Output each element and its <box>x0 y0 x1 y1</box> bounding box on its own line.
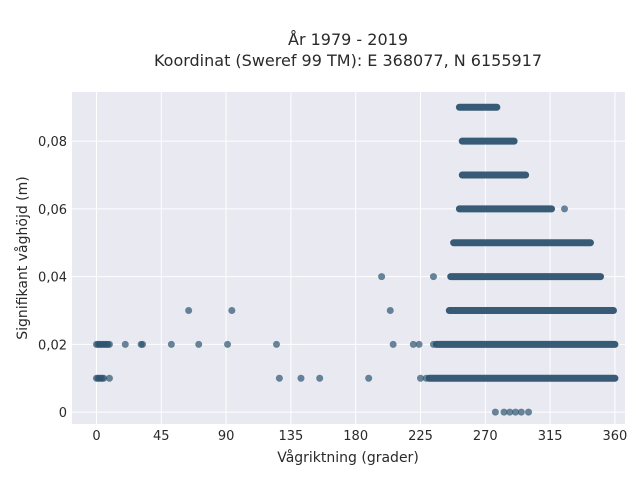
scatter-point <box>386 307 394 315</box>
y-tick-label: 0,06 <box>38 203 67 218</box>
x-tick-labels: 0 45 90 135 180 225 270 315 360 <box>92 429 627 444</box>
x-axis-title: Vågriktning (grader) <box>277 449 419 466</box>
scatter-point <box>378 273 386 281</box>
x-tick-label: 90 <box>218 429 235 444</box>
x-tick-label: 180 <box>343 429 368 444</box>
x-tick-label: 45 <box>153 429 170 444</box>
y-tick-label: 0,02 <box>38 338 67 353</box>
x-tick-label: 270 <box>473 429 498 444</box>
scatter-point <box>121 340 129 348</box>
y-tick-label: 0,08 <box>38 135 67 150</box>
x-tick-label: 225 <box>408 429 433 444</box>
x-tick-label: 360 <box>603 429 628 444</box>
scatter-point <box>297 374 305 382</box>
scatter-point <box>228 307 236 315</box>
scatter-point <box>195 340 203 348</box>
scatter-point <box>365 374 373 382</box>
chart-title-line1: År 1979 - 2019 <box>288 30 408 49</box>
scatter-point <box>185 307 193 315</box>
scatter-point <box>105 374 113 382</box>
scatter-point <box>224 340 232 348</box>
scatter-point <box>506 408 514 416</box>
scatter-point <box>512 408 520 416</box>
chart-title-line2: Koordinat (Sweref 99 TM): E 368077, N 61… <box>154 51 542 70</box>
scatter-point <box>139 340 147 348</box>
scatter-point <box>105 340 113 348</box>
x-tick-label: 135 <box>278 429 303 444</box>
y-tick-label: 0 <box>59 406 67 421</box>
scatter-point <box>517 408 525 416</box>
scatter-point <box>500 408 508 416</box>
scatter-point <box>429 273 437 281</box>
scatter-point <box>167 340 175 348</box>
scatter-point <box>417 374 425 382</box>
scatter-point <box>525 408 533 416</box>
scatter-point <box>429 340 437 348</box>
scatter-point <box>389 340 397 348</box>
scatter-point <box>272 340 280 348</box>
plot-area <box>72 92 625 424</box>
scatter-point <box>561 205 569 213</box>
scatter-point <box>415 340 423 348</box>
x-tick-label: 0 <box>92 429 100 444</box>
scatter-point <box>100 374 108 382</box>
x-tick-label: 315 <box>538 429 563 444</box>
scatter-point <box>491 408 499 416</box>
scatter-point <box>422 374 430 382</box>
data-marks <box>92 103 619 416</box>
scatter-point <box>409 340 417 348</box>
y-tick-label: 0,04 <box>38 271 67 286</box>
y-axis-title: Signifikant våghöjd (m) <box>14 176 31 339</box>
scatter-point <box>316 374 324 382</box>
scatter-point <box>275 374 283 382</box>
y-tick-labels: 0 0,02 0,04 0,06 0,08 <box>38 135 67 421</box>
